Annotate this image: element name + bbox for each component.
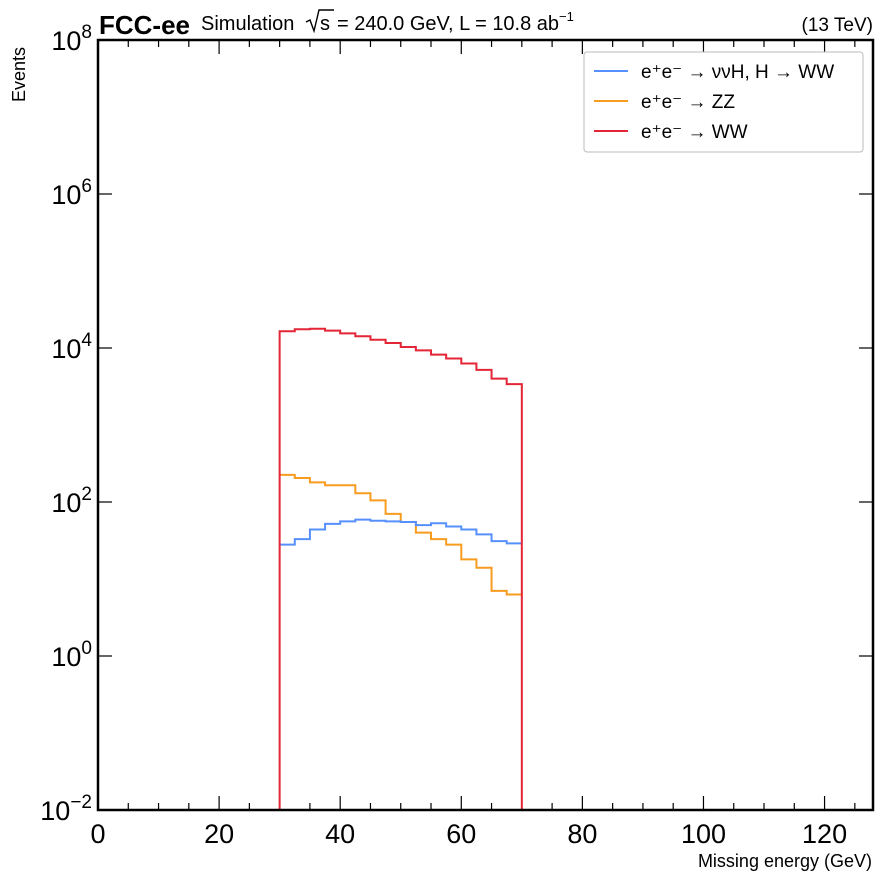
energy-lumi-text: = 240.0 GeV, L = 10.8 ab [337,13,559,35]
y-tick-label: 108 [51,22,92,56]
x-tick-label: 40 [325,819,355,849]
axis-tick-labels: 0 20 40 60 80 100 120 10−2 100 102 104 106 108 [40,22,847,849]
plot-frame [96,38,875,812]
energy-lumi-label: = 240.0 GeV, L = 10.8 ab−1 [337,9,574,35]
y-tick-label: 106 [51,176,92,210]
x-axis-label: Missing energy (GeV) [698,851,872,871]
legend: e⁺e⁻ → ννH, H → WW e⁺e⁻ → ZZ e⁺e⁻ → WW [583,51,864,153]
lumi-exponent: −1 [559,9,574,24]
y-axis-label: Events [9,47,29,102]
simulation-prefix: Simulation [201,13,294,35]
sqrt-s-label: s [320,13,330,35]
y-tick-label: 100 [51,638,92,672]
x-tick-label: 20 [204,819,234,849]
legend-entry: e⁺e⁻ → ννH, H → WW [641,62,834,83]
x-tick-label: 60 [446,819,476,849]
legend-box [583,51,864,153]
axis-ticks [97,39,873,811]
histogram-series [278,327,523,810]
series-line [278,327,523,810]
simulation-label: Simulation [201,13,294,35]
y-tick-label: 104 [51,330,92,364]
x-tick-label: 0 [90,819,105,849]
experiment-label: FCC-ee [99,10,190,40]
x-tick-label: 120 [802,819,847,849]
x-tick-label: 80 [567,819,597,849]
y-tick-label: 10−2 [40,792,92,826]
y-tick-label: 102 [51,484,92,518]
series-line [279,518,522,546]
legend-entry: e⁺e⁻ → WW [641,122,748,143]
legend-entry: e⁺e⁻ → ZZ [641,92,735,113]
x-tick-label: 100 [681,819,726,849]
sqrt-symbol [305,9,334,34]
right-label: (13 TeV) [802,15,873,36]
